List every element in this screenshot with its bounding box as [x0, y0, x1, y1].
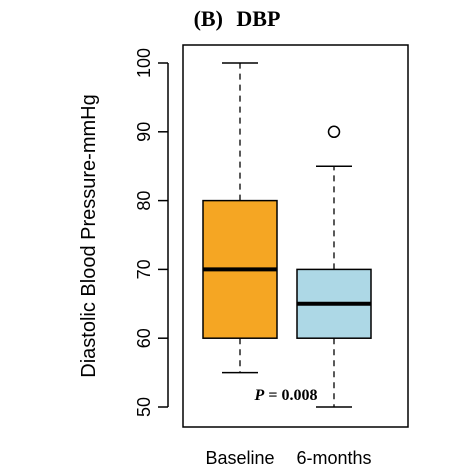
x-axis: Baseline 6-months: [205, 448, 371, 468]
title-text: DBP: [236, 6, 280, 31]
y-tick-label: 90: [134, 122, 154, 142]
y-tick-label: 60: [134, 328, 154, 348]
boxplot-series: [202, 62, 372, 408]
x-tick-label: Baseline: [205, 448, 274, 468]
p-value-symbol: P: [254, 387, 265, 404]
plot-frame: [182, 44, 409, 428]
y-tick-label: 50: [134, 397, 154, 417]
box-baseline: [202, 62, 278, 374]
outlier-point: [327, 125, 341, 139]
box-six-months: [296, 125, 372, 408]
y-tick-label: 70: [134, 259, 154, 279]
y-axis-label: Diastolic Blood Pressure-mmHg: [78, 94, 100, 377]
p-value-annotation: P = 0.008: [254, 387, 318, 404]
p-value-text: = 0.008: [264, 387, 317, 404]
chart-title: (B) DBP: [194, 6, 281, 31]
y-tick-label: 80: [134, 191, 154, 211]
y-tick-label: 100: [134, 48, 154, 78]
x-tick-label: 6-months: [296, 448, 371, 468]
y-axis: 50 60 70 80 90 100: [134, 48, 169, 417]
panel-label: (B): [194, 6, 223, 31]
